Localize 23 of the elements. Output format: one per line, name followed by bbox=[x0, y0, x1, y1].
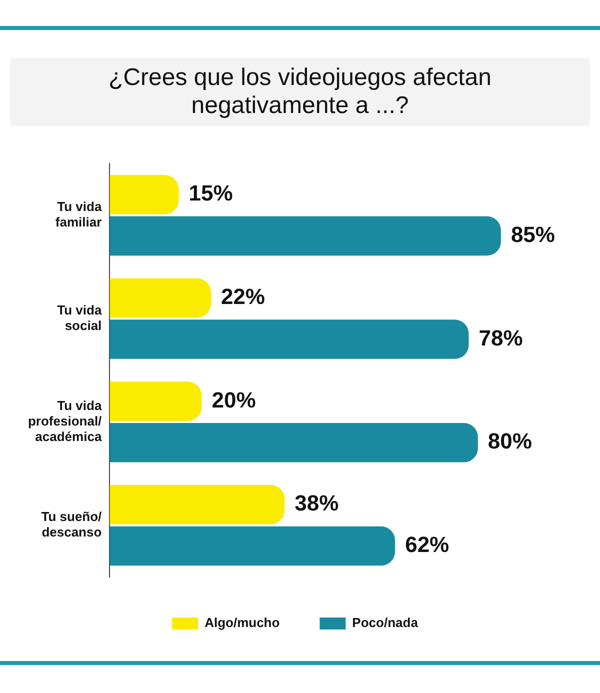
data-label: 80% bbox=[488, 428, 532, 454]
bar bbox=[110, 174, 179, 214]
y-tick-label: Tu sueño/ descanso bbox=[41, 509, 102, 540]
y-tick-label: Tu vida familiar bbox=[55, 199, 102, 230]
bar bbox=[110, 320, 469, 359]
data-label: 62% bbox=[405, 532, 450, 558]
data-label: 85% bbox=[510, 222, 555, 248]
bar bbox=[110, 278, 211, 318]
bar bbox=[110, 216, 501, 256]
bar bbox=[110, 526, 396, 566]
bar bbox=[110, 485, 285, 524]
chart-title: ¿Crees que los videojuegos afectan negativamente a ...? bbox=[108, 64, 492, 120]
data-label: 20% bbox=[212, 387, 256, 412]
y-tick-label: Tu vida social bbox=[57, 302, 102, 334]
legend-label: Poco/nada bbox=[352, 615, 419, 630]
data-label: 22% bbox=[220, 284, 265, 310]
data-label: 78% bbox=[478, 325, 523, 350]
bar bbox=[110, 382, 202, 421]
y-tick-label: Tu vida profesional/ académica bbox=[28, 398, 102, 444]
legend-label: Algo/mucho bbox=[204, 615, 280, 630]
bar bbox=[110, 423, 478, 462]
data-label: 38% bbox=[294, 490, 339, 516]
data-label: 15% bbox=[188, 180, 233, 206]
